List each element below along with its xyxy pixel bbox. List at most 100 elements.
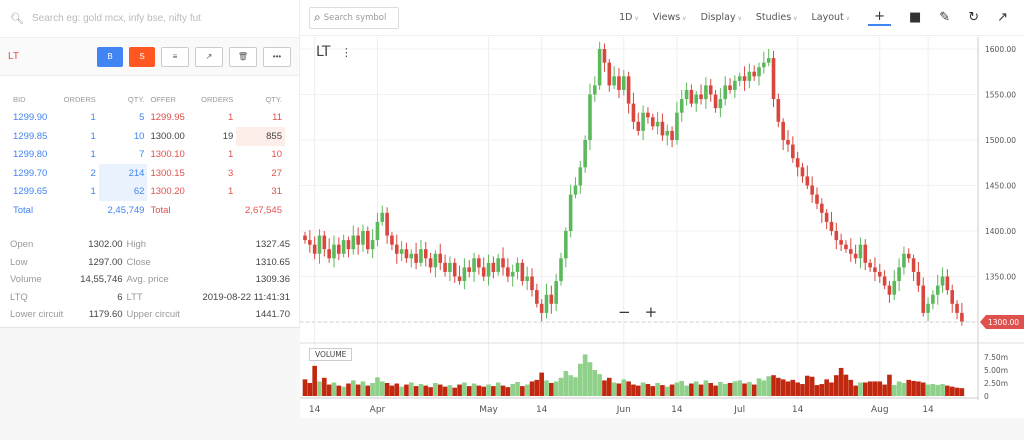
volume-bar (824, 379, 829, 396)
header-bid: BID (13, 94, 26, 104)
volume-bar (573, 377, 578, 396)
volume-bar (891, 385, 897, 396)
volume-bar (954, 387, 960, 396)
candle (877, 271, 882, 277)
candle (423, 249, 428, 259)
chart-panel[interactable]: ⌕Search symbol 1D Views Display Studies … (300, 0, 1024, 418)
symbol-search-placeholder[interactable]: Search symbol (323, 12, 387, 23)
candle (597, 49, 602, 86)
candle (462, 267, 467, 282)
candle (506, 267, 510, 277)
instrument-search[interactable]: 🔍︎ Search eg: gold mcx, infy bse, nifty … (0, 0, 299, 38)
depth-row[interactable]: 1299.80 1 7 1300.10 1 10 (10, 146, 285, 165)
bid-orders: 2 (90, 167, 96, 179)
layout-menu[interactable]: Layout (811, 12, 850, 23)
volume-bar (336, 385, 342, 396)
volume-bar (597, 374, 602, 396)
volume-label: VOLUME (309, 348, 353, 361)
price-chart[interactable]: 14 Apr May 14 Jun 14 Jul 14 Aug 14 1350.00 1400.00 1… (300, 0, 1024, 418)
reset-icon[interactable]: ↻ (968, 10, 980, 25)
chart-button[interactable]: ↗ (195, 46, 223, 67)
candle (520, 262, 525, 282)
candle (781, 121, 785, 140)
stat-value: 1327.45 (255, 239, 290, 251)
candle (573, 185, 578, 195)
volume-bar (355, 384, 361, 396)
candle (477, 258, 481, 268)
candle (839, 240, 843, 245)
stat-label: Lower circuit (10, 309, 64, 321)
volume-bar (925, 384, 931, 396)
bid-orders: 1 (90, 112, 96, 124)
crosshair-icon[interactable]: + (868, 9, 891, 26)
candle (414, 253, 418, 263)
stat-row: Lower circuit 1179.60 Upper circuit 1441.70 (8, 306, 292, 324)
kebab-menu-icon[interactable]: ⋮ (340, 46, 352, 59)
candle (491, 262, 496, 272)
candle (708, 85, 713, 95)
volume-bar (466, 386, 472, 396)
candle (535, 290, 539, 304)
depth-row[interactable]: 1299.70 2 214 1300.15 3 27 (10, 164, 285, 183)
zoom-out-button[interactable]: − (618, 303, 631, 321)
volume-tick-label: 7.50m (984, 353, 1008, 362)
zoom-in-button[interactable]: + (644, 303, 658, 321)
bid-price: 1299.70 (13, 167, 48, 179)
volume-bar (742, 383, 747, 396)
depth-row[interactable]: 1299.65 1 62 1300.20 1 31 (10, 182, 285, 201)
popout-icon[interactable]: ↗ (997, 10, 1008, 25)
candle (694, 94, 699, 104)
candle (467, 267, 472, 272)
search-placeholder[interactable]: Search eg: gold mcx, infy bse, nifty fut (31, 13, 201, 24)
volume-bar (780, 379, 786, 396)
candle (539, 303, 544, 313)
candle (887, 285, 892, 295)
offer-qty: 31 (271, 186, 282, 198)
candle (950, 290, 955, 304)
sell-button[interactable]: S (129, 46, 155, 67)
volume-bar (838, 367, 844, 396)
delete-button[interactable]: 🗑 (229, 46, 257, 67)
depth-row[interactable]: 1299.85 1 10 1300.00 19 855 (10, 127, 285, 146)
volume-bar (442, 386, 448, 396)
views-menu[interactable]: Views (653, 12, 687, 23)
x-tick-label: 14 (309, 405, 321, 415)
volume-bar (471, 383, 477, 396)
instrument-symbol: LT (8, 51, 19, 62)
candle (481, 267, 486, 277)
volume-bar (713, 385, 718, 396)
market-depth-button[interactable]: ≡ (161, 46, 189, 67)
header-bid-orders: ORDERS (63, 94, 96, 104)
search-icon: 🔍︎ (10, 13, 24, 25)
stat-label: Low (10, 256, 28, 268)
volume-bar (491, 386, 496, 396)
more-options-button[interactable]: ••• (263, 46, 291, 67)
candle (365, 231, 370, 250)
header-offer-qty: QTY. (265, 94, 282, 104)
display-menu[interactable]: Display (701, 12, 742, 23)
offer-orders: 1 (227, 149, 234, 161)
volume-bar (365, 385, 371, 396)
candle (433, 253, 438, 268)
pencil-icon[interactable]: ✎ (939, 10, 951, 25)
studies-menu[interactable]: Studies (756, 12, 798, 23)
volume-bar (843, 374, 849, 396)
stat-value: 1297.00 (88, 256, 123, 268)
volume-bar (645, 384, 651, 396)
depth-row[interactable]: 1299.90 1 5 1299.95 1 11 (10, 109, 285, 128)
volume-bar (462, 382, 467, 396)
interval-dropdown[interactable]: 1D (619, 12, 639, 23)
candle (650, 117, 655, 127)
volume-bar (389, 385, 395, 396)
volume-bar (771, 375, 776, 396)
comment-icon[interactable]: ■ (908, 10, 922, 25)
buy-button[interactable]: B (97, 46, 123, 67)
candle (665, 130, 670, 136)
volume-bar (920, 382, 926, 396)
symbol-search[interactable]: ⌕ Search symbol (309, 6, 399, 29)
candle (906, 253, 911, 259)
bid-qty: 5 (139, 112, 145, 124)
candle (805, 176, 810, 186)
candle (800, 167, 805, 177)
x-tick-label: May (479, 405, 498, 415)
